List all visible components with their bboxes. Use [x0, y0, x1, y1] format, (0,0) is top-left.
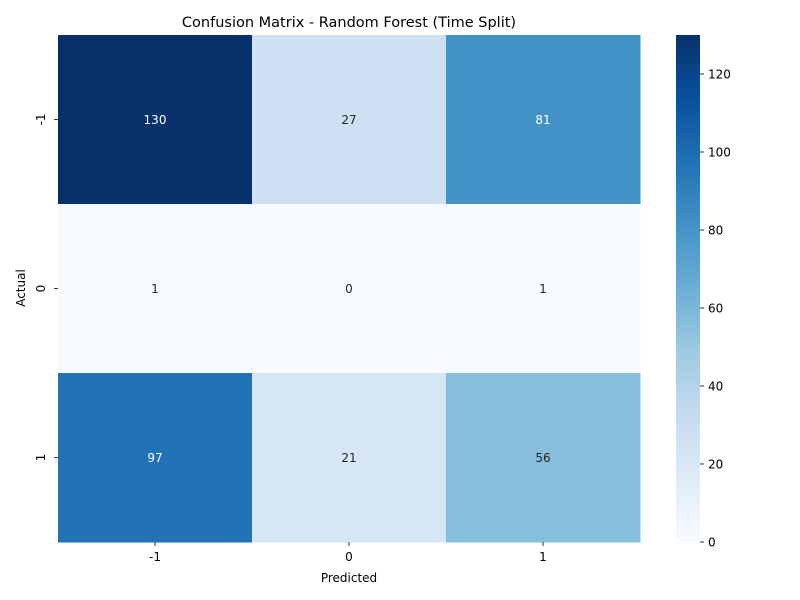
x-axis: -1 0 1	[149, 542, 547, 564]
x-tick-label: 1	[539, 550, 547, 564]
colorbar-tick-label: 100	[708, 146, 731, 160]
heatmap-cell	[58, 35, 253, 205]
cell-value-label: 81	[535, 113, 550, 127]
heatmap-cells	[58, 35, 641, 543]
x-tick-label: 0	[345, 550, 353, 564]
chart-title: Confusion Matrix - Random Forest (Time S…	[182, 15, 516, 31]
cell-value-label: 27	[341, 113, 356, 127]
colorbar-tick-label: 20	[708, 458, 723, 472]
y-axis: -1 0 1	[34, 114, 58, 462]
heatmap-cell	[446, 35, 641, 205]
colorbar-tick-label: 60	[708, 302, 723, 316]
colorbar-gradient	[676, 35, 700, 542]
colorbar-tick-label: 40	[708, 380, 723, 394]
heatmap-cell	[446, 204, 641, 374]
heatmap-cell	[58, 373, 253, 543]
heatmap-cell-labels: 130 27 81 1 0 1 97 21 56	[144, 113, 551, 465]
heatmap-cell	[252, 204, 447, 374]
colorbar-tick-label: 0	[708, 536, 716, 550]
x-axis-label: Predicted	[321, 571, 377, 585]
heatmap-cell	[446, 373, 641, 543]
y-tick-label: -1	[34, 114, 48, 126]
y-tick-label: 0	[34, 285, 48, 293]
cell-value-label: 130	[144, 113, 167, 127]
colorbar: 0 20 40 60 80 100 120	[676, 35, 731, 550]
cell-value-label: 21	[341, 451, 356, 465]
x-tick-label: -1	[149, 550, 161, 564]
cell-value-label: 56	[535, 451, 550, 465]
y-axis-label: Actual	[14, 269, 28, 307]
heatmap-cell	[252, 35, 447, 205]
cell-value-label: 0	[345, 282, 353, 296]
heatmap-cell	[252, 373, 447, 543]
heatmap-cell	[58, 204, 253, 374]
cell-value-label: 1	[151, 282, 159, 296]
colorbar-tick-label: 80	[708, 224, 723, 238]
cell-value-label: 1	[539, 282, 547, 296]
colorbar-tick-label: 120	[708, 68, 731, 82]
y-tick-label: 1	[34, 454, 48, 462]
cell-value-label: 97	[147, 451, 162, 465]
